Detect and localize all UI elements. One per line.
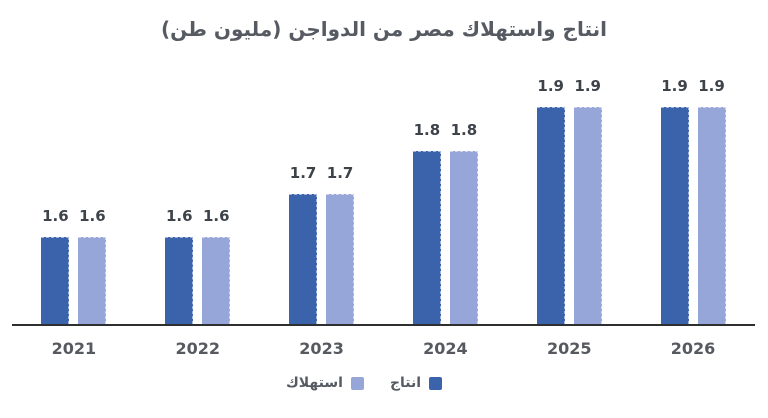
- bar-value-label: 1.6: [165, 207, 193, 225]
- bar-value-label: 1.7: [289, 164, 317, 182]
- legend-item: انتاج: [389, 375, 443, 391]
- bar-group: 1.9 1.9: [507, 64, 631, 324]
- bar-column: 1.9: [536, 77, 565, 324]
- bar-column: 1.6: [165, 207, 194, 324]
- bar-value-label: 1.9: [698, 77, 725, 95]
- bar-value-label: 1.9: [661, 77, 688, 95]
- bar-value-label: 1.6: [79, 207, 106, 225]
- bar-value-label: 1.9: [537, 77, 564, 95]
- x-axis-tick-label: 2025: [546, 339, 592, 358]
- x-axis-tick-label: 2026: [670, 339, 716, 358]
- bar: [660, 107, 689, 324]
- plot-area: 1.6 1.6 1.6 1.6 1.7 1.7 1.8 1.8 1.9 1.9 1.9 1.9: [12, 64, 755, 324]
- bar-group: 1.9 1.9: [631, 64, 755, 324]
- legend-label: انتاج: [389, 375, 422, 391]
- bar: [326, 194, 355, 324]
- bar-column: 1.6: [78, 207, 107, 324]
- bar-column: 1.9: [697, 77, 726, 324]
- chart-title: انتاج واستهلاك مصر من الدواجن (مليون طن): [160, 17, 608, 41]
- bar: [412, 151, 441, 324]
- legend-swatch: [350, 376, 364, 390]
- x-axis-tick-label: 2024: [423, 339, 468, 358]
- bar-value-label: 1.7: [326, 164, 354, 182]
- x-axis-labels: 2021 2022 2023 2024 2025 2026: [12, 326, 755, 358]
- bar: [697, 107, 726, 324]
- legend-label: استهلاك: [285, 375, 343, 391]
- bar: [536, 107, 565, 324]
- legend: انتاج استهلاك: [0, 375, 748, 391]
- bar: [165, 237, 194, 324]
- bar-group: 1.6 1.6: [12, 64, 136, 324]
- x-axis-tick-label: 2023: [299, 339, 344, 358]
- bar-value-label: 1.9: [574, 77, 601, 95]
- x-axis-line: [12, 324, 755, 326]
- bar: [78, 237, 107, 324]
- bar-value-label: 1.8: [413, 121, 441, 139]
- bar-group: 1.7 1.7: [260, 64, 384, 324]
- bar-group: 1.8 1.8: [383, 64, 507, 324]
- bar-column: 1.6: [202, 207, 231, 324]
- bar: [289, 194, 318, 324]
- bar-column: 1.9: [573, 77, 602, 324]
- bar-column: 1.6: [41, 207, 70, 324]
- bar-column: 1.7: [326, 164, 355, 324]
- x-axis-tick-label: 2021: [51, 339, 97, 358]
- bar: [41, 237, 70, 324]
- bar: [202, 237, 231, 324]
- bar: [573, 107, 602, 324]
- bar-value-label: 1.6: [202, 207, 230, 225]
- bar-column: 1.8: [449, 121, 478, 324]
- bar-value-label: 1.8: [450, 121, 478, 139]
- bar-column: 1.9: [660, 77, 689, 324]
- legend-item: استهلاك: [286, 375, 364, 391]
- legend-swatch: [429, 376, 443, 390]
- bar-column: 1.8: [412, 121, 441, 324]
- bar-group: 1.6 1.6: [136, 64, 260, 324]
- bar-column: 1.7: [289, 164, 318, 324]
- x-axis-tick-label: 2022: [175, 339, 220, 358]
- bar-value-label: 1.6: [42, 207, 69, 225]
- bar: [449, 151, 478, 324]
